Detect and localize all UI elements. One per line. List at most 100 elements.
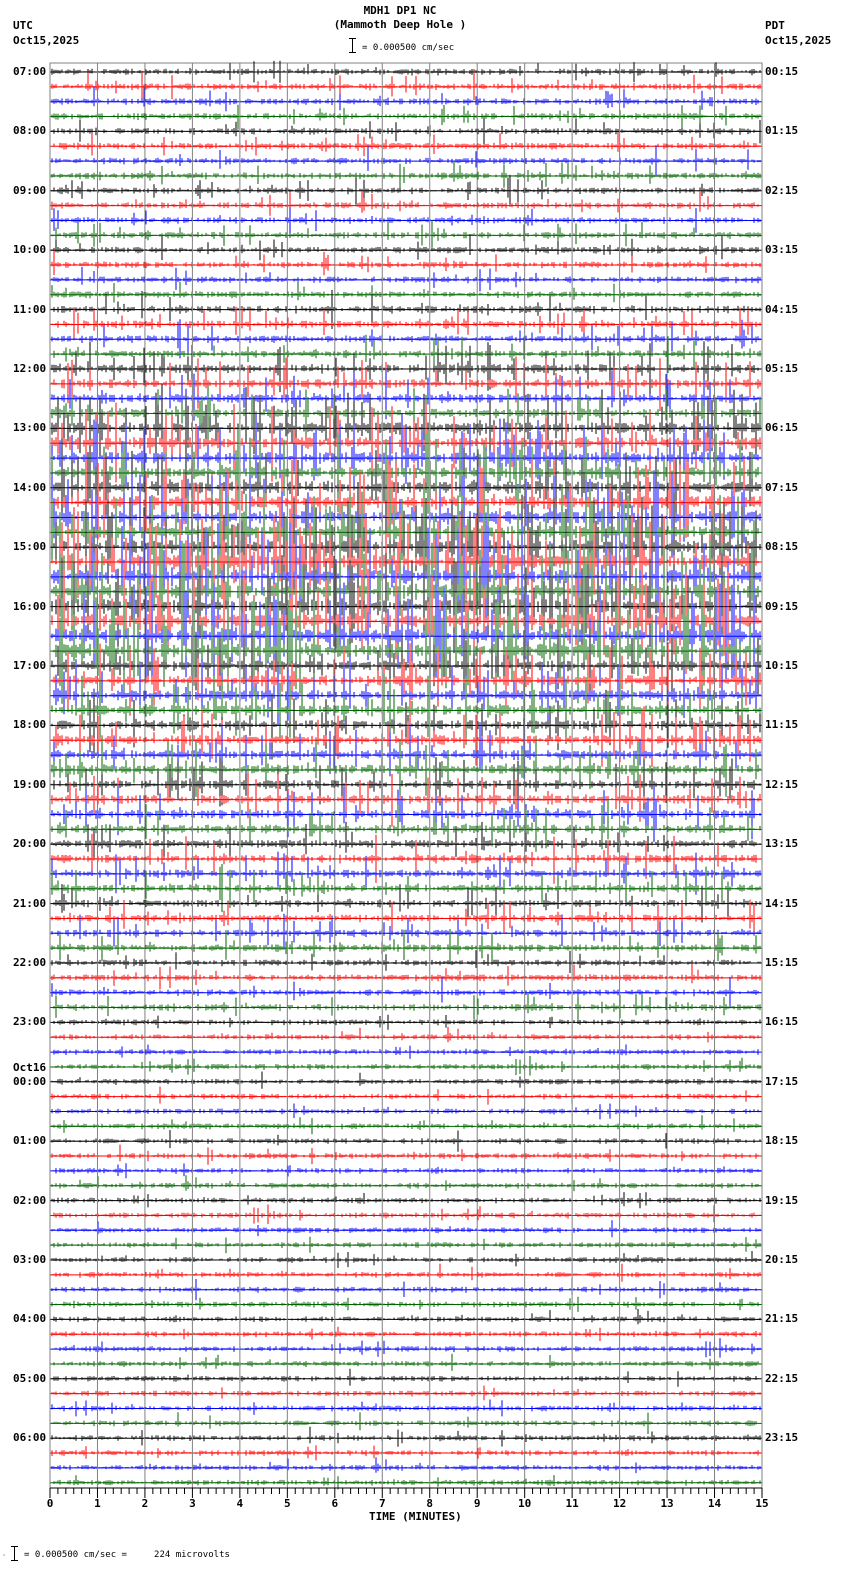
left-hour-label: 14:00 [13,480,47,494]
scale-bar-icon [352,38,353,52]
left-hour-label: 22:00 [13,956,47,969]
right-hour-label: 10:15 [765,659,799,672]
seismic-trace [49,1026,763,1043]
seismic-trace [49,993,763,1020]
x-tick-label: 11 [565,1497,579,1510]
right-hour-label: 11:15 [765,718,799,732]
right-hour-label: 17:15 [765,1074,799,1088]
left-date: Oct15,2025 [13,34,80,47]
right-hour-label: 23:15 [765,1431,799,1445]
station-title: MDH1 DP1 NC [363,4,437,17]
seismic-trace [49,1338,763,1358]
left-hour-label: 17:00 [13,659,47,672]
left-hour-label: 07:00 [13,65,47,78]
right-hour-label: 07:15 [765,480,799,494]
right-hour-label: 13:15 [765,837,799,851]
seismic-trace [49,1263,763,1283]
scale-text: = 0.000500 cm/sec [362,43,455,53]
seismic-trace [49,1251,763,1268]
right-hour-label: 09:15 [765,599,799,613]
x-tick-label: 6 [331,1497,339,1510]
left-hour-label: 13:00 [13,421,47,435]
seismic-trace [49,1353,763,1371]
seismic-trace [49,1426,763,1447]
scale-bar-cap-top [349,38,356,39]
right-hour-label: 20:15 [765,1253,799,1266]
seismic-trace [51,689,763,760]
right-hour-label: 06:15 [765,421,799,435]
x-tick-label: 13 [660,1497,674,1510]
seismic-trace [49,1086,763,1105]
seismic-trace [49,1115,763,1135]
seismic-trace [49,548,763,663]
seismic-trace [49,267,763,292]
right-hour-label: 15:15 [765,956,799,969]
right-hour-label: 05:15 [765,362,799,375]
seismic-trace [49,785,763,843]
right-timezone: PDT [765,19,785,32]
date-change-label: Oct16 [13,1060,47,1074]
seismic-trace [49,1385,763,1401]
left-hour-label: 01:00 [13,1134,47,1148]
x-tick-label: 14 [707,1497,722,1510]
left-hour-label: 02:00 [13,1193,47,1207]
left-hour-label: 05:00 [13,1371,47,1385]
footer-scale-bar-icon [14,1546,15,1560]
footer-marker: ᛫ [2,1552,7,1560]
left-hour-label: 10:00 [13,243,47,257]
x-tick-label: 3 [189,1497,196,1510]
seismic-trace [49,1175,763,1192]
left-hour-label: 06:00 [13,1431,47,1445]
right-hour-label: 16:15 [765,1015,799,1029]
x-tick-label: 8 [426,1497,434,1510]
x-axis-label: TIME (MINUTES) [369,1510,462,1523]
seismic-trace [49,219,763,248]
x-tick-label: 5 [284,1497,291,1510]
seismic-trace [49,1220,763,1238]
x-tick-label: 9 [473,1497,481,1510]
x-tick-label: 12 [612,1497,627,1510]
seismic-trace [49,899,763,935]
seismic-trace [49,963,763,990]
station-subtitle: (Mammoth Deep Hole ) [333,18,467,31]
right-hour-label: 03:15 [765,243,799,257]
left-hour-label: 00:00 [13,1074,47,1088]
x-tick-label: 2 [141,1497,149,1510]
x-tick-label: 1 [94,1497,101,1510]
seismic-trace [49,341,763,395]
right-hour-label: 21:15 [765,1312,799,1326]
right-date: Oct15,2025 [765,34,832,47]
left-hour-label: 03:00 [13,1253,47,1266]
seismic-trace [49,1056,763,1076]
left-hour-label: 21:00 [13,896,47,910]
left-hour-label: 09:00 [13,183,47,197]
seismic-trace [49,161,763,189]
seismic-trace [49,520,763,629]
seismic-trace [49,1457,763,1474]
seismic-trace [49,278,763,305]
seismic-trace [49,1204,763,1224]
right-hour-label: 01:15 [765,124,799,138]
footer-scale-cap-top [11,1546,18,1547]
footer-scale-cap-bottom [11,1560,18,1561]
seismic-trace [49,757,763,811]
right-hour-label: 14:15 [765,896,799,910]
right-hour-label: 22:15 [765,1371,799,1385]
left-hour-label: 16:00 [13,599,47,613]
left-timezone: UTC [13,19,33,32]
right-hour-label: 18:15 [765,1134,799,1148]
seismic-trace [49,71,763,101]
right-hour-label: 12:15 [765,777,799,791]
x-tick-label: 10 [518,1497,532,1510]
x-tick-label: 4 [236,1497,244,1510]
left-hour-label: 19:00 [13,777,47,791]
left-hour-label: 23:00 [13,1015,47,1029]
seismic-trace [49,821,763,861]
seismic-trace [49,1071,763,1089]
left-hour-label: 15:00 [13,540,47,554]
left-hour-label: 20:00 [13,837,47,851]
seismic-trace [49,250,763,276]
right-hour-label: 04:15 [765,302,799,316]
left-hour-label: 04:00 [13,1312,47,1326]
